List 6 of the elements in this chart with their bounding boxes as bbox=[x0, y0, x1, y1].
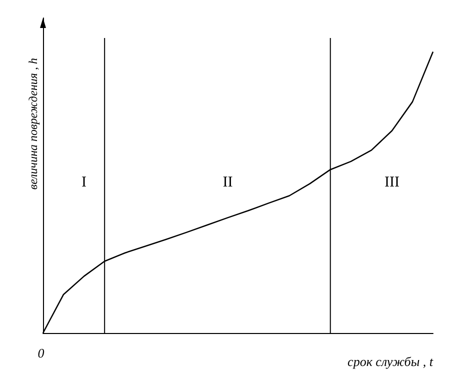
annotation: III bbox=[384, 174, 400, 190]
y-axis-title: величина повреждения , h bbox=[26, 58, 40, 190]
text: 0 bbox=[38, 346, 45, 360]
annotation: I bbox=[82, 174, 87, 190]
x-axis-title: срок службы , t bbox=[348, 354, 434, 369]
annotation: II bbox=[222, 174, 233, 190]
